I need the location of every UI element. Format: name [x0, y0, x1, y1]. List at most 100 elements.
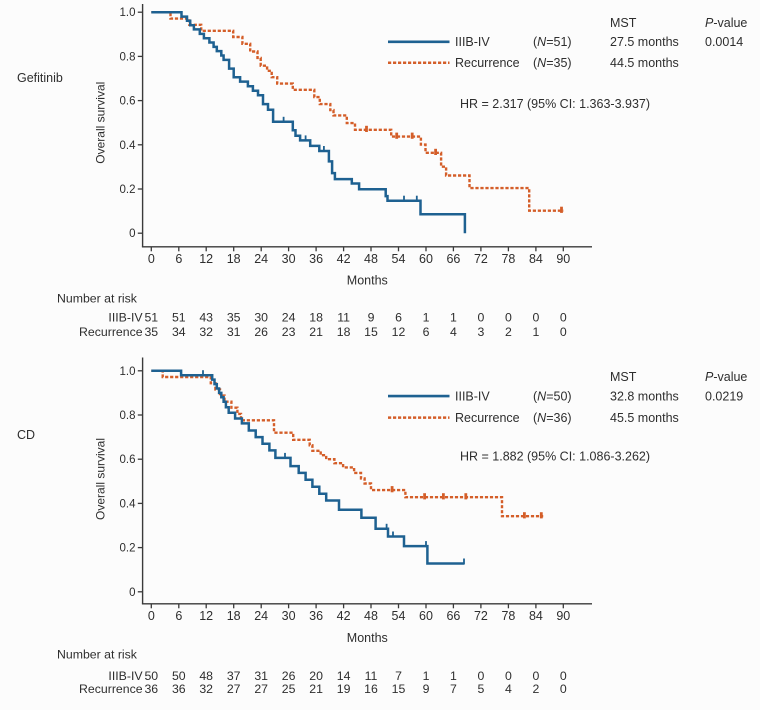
svg-text:1: 1: [532, 325, 539, 339]
svg-text:84: 84: [529, 609, 543, 623]
svg-text:0: 0: [560, 325, 567, 339]
svg-text:66: 66: [446, 609, 460, 623]
svg-text:Recurrence: Recurrence: [455, 411, 520, 425]
svg-text:0: 0: [532, 311, 539, 325]
svg-text:35: 35: [227, 311, 241, 325]
svg-text:78: 78: [501, 252, 515, 266]
svg-text:26: 26: [254, 325, 268, 339]
svg-text:18: 18: [227, 609, 241, 623]
svg-text:45.5 months: 45.5 months: [610, 411, 679, 425]
svg-text:37: 37: [227, 669, 241, 683]
svg-text:66: 66: [446, 252, 460, 266]
svg-text:36: 36: [172, 682, 186, 696]
svg-text:IIIB-IV: IIIB-IV: [455, 35, 490, 49]
svg-text:54: 54: [392, 609, 406, 623]
svg-text:36: 36: [309, 252, 323, 266]
svg-text:12: 12: [199, 252, 213, 266]
svg-text:0: 0: [532, 669, 539, 683]
svg-text:42: 42: [337, 609, 351, 623]
svg-text:0: 0: [148, 252, 155, 266]
svg-text:32: 32: [199, 682, 213, 696]
svg-text:1: 1: [450, 669, 457, 683]
svg-text:48: 48: [199, 669, 213, 683]
svg-text:31: 31: [227, 325, 241, 339]
svg-text:32: 32: [199, 325, 213, 339]
svg-text:2: 2: [505, 325, 512, 339]
svg-text:72: 72: [474, 609, 488, 623]
svg-text:P-value: P-value: [705, 370, 747, 384]
svg-text:25: 25: [282, 682, 296, 696]
svg-text:Gefitinib: Gefitinib: [17, 71, 63, 85]
svg-text:72: 72: [474, 252, 488, 266]
svg-text:26: 26: [282, 669, 296, 683]
svg-text:Recurrence: Recurrence: [455, 56, 520, 70]
svg-text:0.0219: 0.0219: [705, 389, 743, 403]
svg-text:1.0: 1.0: [120, 7, 136, 19]
svg-text:18: 18: [337, 325, 351, 339]
svg-text:0.2: 0.2: [120, 184, 136, 196]
svg-text:0: 0: [148, 609, 155, 623]
svg-text:12: 12: [392, 325, 406, 339]
svg-text:3: 3: [477, 325, 484, 339]
svg-text:51: 51: [144, 311, 158, 325]
svg-text:(N=36): (N=36): [533, 411, 572, 425]
svg-text:18: 18: [309, 311, 323, 325]
svg-text:IIIB-IV: IIIB-IV: [455, 389, 490, 403]
svg-text:0.4: 0.4: [120, 140, 137, 152]
svg-text:0.0014: 0.0014: [705, 35, 743, 49]
svg-text:24: 24: [254, 252, 268, 266]
svg-text:60: 60: [419, 609, 433, 623]
svg-text:30: 30: [282, 609, 296, 623]
svg-text:36: 36: [309, 609, 323, 623]
svg-text:27.5 months: 27.5 months: [610, 35, 679, 49]
svg-text:0.8: 0.8: [120, 410, 136, 422]
svg-text:50: 50: [144, 669, 158, 683]
svg-text:6: 6: [395, 311, 402, 325]
svg-text:0.6: 0.6: [120, 96, 136, 108]
svg-text:4: 4: [450, 325, 457, 339]
svg-text:2: 2: [532, 682, 539, 696]
svg-text:0: 0: [129, 587, 135, 599]
svg-text:0: 0: [129, 228, 135, 240]
svg-text:Overall survival: Overall survival: [94, 438, 108, 520]
svg-text:1: 1: [423, 669, 430, 683]
svg-text:0.2: 0.2: [120, 543, 136, 555]
svg-text:21: 21: [309, 325, 323, 339]
svg-text:6: 6: [175, 609, 182, 623]
svg-text:15: 15: [392, 682, 406, 696]
svg-text:90: 90: [556, 609, 570, 623]
svg-text:27: 27: [227, 682, 241, 696]
svg-text:19: 19: [337, 682, 351, 696]
svg-text:Recurrence: Recurrence: [79, 682, 143, 696]
svg-text:84: 84: [529, 252, 543, 266]
svg-text:51: 51: [172, 311, 186, 325]
svg-text:24: 24: [254, 609, 268, 623]
svg-text:9: 9: [368, 311, 375, 325]
svg-text:(N=35): (N=35): [533, 56, 572, 70]
svg-text:78: 78: [501, 609, 515, 623]
svg-text:0: 0: [560, 682, 567, 696]
svg-text:21: 21: [309, 682, 323, 696]
svg-text:Recurrence: Recurrence: [79, 325, 143, 339]
svg-text:48: 48: [364, 252, 378, 266]
svg-text:32.8 months: 32.8 months: [610, 389, 679, 403]
svg-text:1: 1: [450, 311, 457, 325]
svg-text:15: 15: [364, 325, 378, 339]
svg-text:43: 43: [199, 311, 213, 325]
svg-text:11: 11: [337, 311, 350, 325]
svg-text:44.5 months: 44.5 months: [610, 56, 679, 70]
svg-text:50: 50: [172, 669, 186, 683]
svg-text:(N=51): (N=51): [533, 35, 572, 49]
svg-text:0: 0: [477, 311, 484, 325]
svg-text:16: 16: [364, 682, 378, 696]
svg-text:27: 27: [254, 682, 268, 696]
svg-text:4: 4: [505, 682, 512, 696]
svg-text:60: 60: [419, 252, 433, 266]
svg-text:12: 12: [199, 609, 213, 623]
svg-text:Number at risk: Number at risk: [57, 291, 138, 305]
svg-text:14: 14: [337, 669, 351, 683]
svg-text:0: 0: [560, 669, 567, 683]
svg-text:18: 18: [227, 252, 241, 266]
svg-text:0: 0: [477, 669, 484, 683]
svg-text:0.4: 0.4: [120, 498, 137, 510]
